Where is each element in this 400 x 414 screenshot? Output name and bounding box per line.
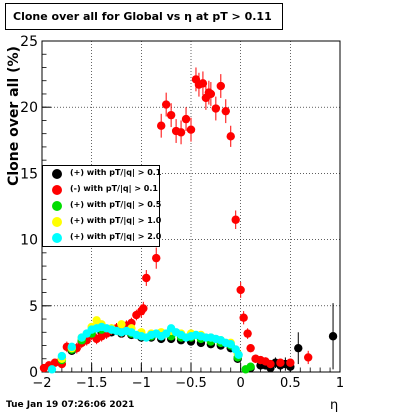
x-tick-label: −0.5: [175, 376, 207, 391]
data-point: [186, 125, 196, 134]
x-tick-label: 0.5: [280, 376, 301, 391]
x-axis-label: η: [330, 398, 339, 413]
data-point: [304, 353, 313, 362]
y-axis-label: Clone over all (%): [6, 46, 22, 186]
data-point: [157, 121, 166, 130]
x-tick-labels: −2 −1.5 −1 −0.5 0 0.5 1: [32, 376, 344, 391]
data-point: [47, 365, 57, 374]
data-point: [276, 358, 285, 367]
data-point: [239, 313, 248, 322]
data-point: [216, 81, 225, 91]
legend-entry: (+) with pT/|q| > 2.0: [43, 230, 162, 246]
legend-label: (+) with pT/|q| > 0.1: [70, 168, 162, 177]
legend-marker-cyan: [52, 233, 62, 243]
data-point: [206, 89, 216, 99]
series-4: [47, 322, 243, 374]
data-point: [161, 329, 171, 338]
y-tick-label: 5: [29, 299, 38, 315]
data-point: [176, 128, 186, 137]
y-tick-label: 10: [20, 233, 38, 249]
y-tick-label: 15: [20, 166, 38, 182]
data-point: [246, 343, 255, 353]
legend-entry: (+) with pT/|q| > 0.1: [43, 166, 162, 182]
data-point: [161, 100, 171, 109]
y-tick-labels: 0 5 10 15 20 25: [20, 34, 38, 381]
data-point: [211, 104, 221, 113]
legend-label: (+) with pT/|q| > 2.0: [70, 232, 162, 241]
data-point: [139, 304, 148, 313]
data-point: [226, 339, 235, 349]
legend-entry: (-) with pT/|q| > 0.1: [43, 182, 159, 198]
legend-marker-black: [52, 169, 62, 179]
legend-entry: (+) with pT/|q| > 1.0: [43, 214, 162, 230]
data-point: [286, 358, 295, 367]
data-point: [166, 110, 176, 120]
data-point: [57, 351, 67, 361]
data-point: [198, 79, 208, 88]
data-point: [221, 106, 230, 116]
data-point: [266, 359, 275, 369]
data-point: [226, 132, 235, 141]
data-point: [181, 114, 191, 124]
legend-label: (+) with pT/|q| > 0.5: [70, 200, 162, 209]
legend-label: (-) with pT/|q| > 0.1: [70, 184, 158, 193]
x-tick-label: −2: [32, 376, 51, 391]
x-tick-label: −1.5: [76, 376, 108, 391]
legend-entry: (+) with pT/|q| > 0.5: [43, 198, 162, 214]
data-point: [234, 350, 243, 359]
legend: (+) with pT/|q| > 0.1 (-) with pT/|q| > …: [42, 165, 162, 247]
y-tick-label: 25: [20, 34, 38, 50]
data-point: [50, 358, 60, 367]
chart-title: Clone over all for Global vs η at pT > 0…: [5, 3, 283, 30]
legend-marker-red: [52, 185, 62, 195]
data-point: [152, 253, 161, 263]
data-point: [294, 343, 303, 353]
data-point: [117, 320, 126, 329]
data-point: [328, 332, 338, 341]
x-tick-label: 1: [336, 376, 344, 391]
legend-marker-yellow: [52, 217, 62, 227]
timestamp: Tue Jan 19 07:26:06 2021: [6, 400, 135, 410]
x-tick-label: 0: [237, 376, 245, 391]
x-tick-label: −1: [132, 376, 151, 391]
legend-marker-green: [52, 201, 62, 211]
data-point: [231, 215, 240, 224]
y-tick-label: 0: [29, 365, 38, 381]
data-point: [243, 329, 252, 338]
y-tick-label: 20: [20, 100, 38, 116]
data-point: [142, 273, 151, 283]
legend-label: (+) with pT/|q| > 1.0: [70, 216, 162, 225]
data-point: [236, 285, 245, 295]
data-point: [67, 342, 77, 352]
data-points: [39, 67, 338, 374]
data-point: [246, 362, 255, 371]
